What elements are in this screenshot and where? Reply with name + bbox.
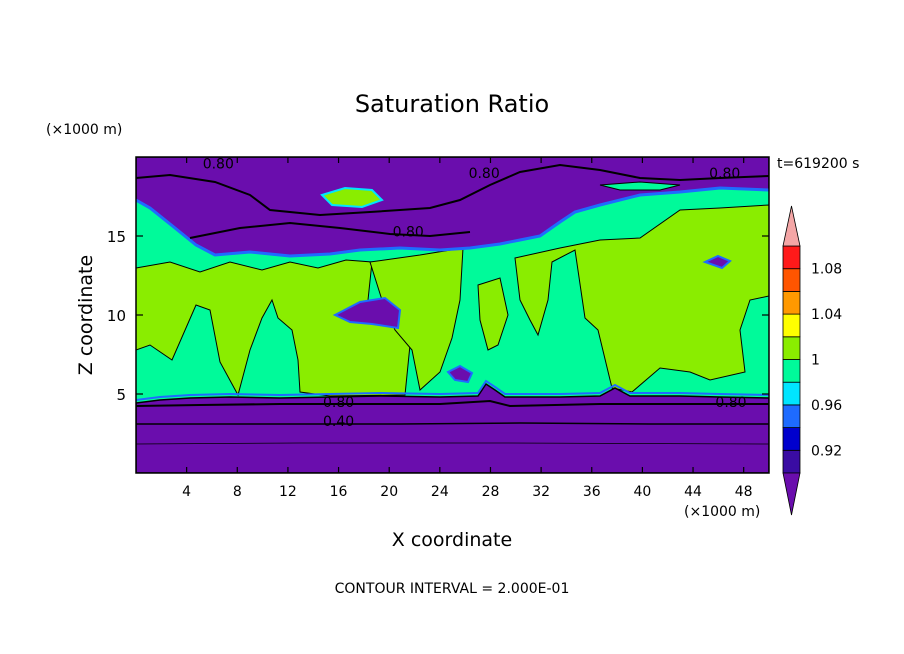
contour-label: 0.80 [203, 156, 234, 172]
x-tick-label: 4 [182, 484, 191, 500]
x-tick-label: 32 [532, 484, 550, 500]
contour-label: 0.80 [715, 395, 746, 411]
y-axis-title: Z coordinate [75, 255, 97, 375]
x-tick-label: 28 [482, 484, 500, 500]
contour-bottom-weak [136, 442, 769, 445]
contour-040-bottom [136, 422, 769, 425]
colorbar-band [782, 427, 801, 451]
dry-layer-top-edge [136, 186, 769, 258]
plot-area [136, 157, 769, 473]
y-unit-label: (×1000 m) [46, 122, 122, 138]
x-tick-label: 20 [380, 484, 398, 500]
chart-title: Saturation Ratio [355, 90, 549, 118]
contour-label: 0.80 [469, 166, 500, 182]
x-tick-label: 40 [633, 484, 651, 500]
green-region-left [136, 259, 411, 397]
colorbar-label: 1 [811, 353, 820, 369]
x-tick-label: 44 [684, 484, 702, 500]
colorbar-band [782, 245, 801, 270]
y-tick-label: 10 [107, 307, 126, 325]
dry-spot [446, 364, 474, 384]
contour-label: 0.80 [393, 224, 424, 240]
x-tick-label: 8 [233, 484, 242, 500]
contour-080-upper [136, 163, 769, 217]
y-axis: 5 10 15 [107, 228, 769, 404]
colorbar-band [782, 336, 801, 360]
green-region-islet [477, 277, 509, 351]
contour-label: 0.80 [323, 395, 354, 411]
dry-streak [332, 296, 402, 330]
contour-080-lower [189, 221, 471, 239]
x-axis: 4 8 12 16 20 24 28 32 36 40 44 48 [182, 157, 753, 500]
colorbar-label: 0.96 [811, 398, 842, 414]
x-tick-label: 24 [431, 484, 449, 500]
colorbar-overflow-triangle [782, 205, 801, 247]
contour-interval-footer: CONTOUR INTERVAL = 2.000E-01 [335, 581, 570, 597]
contour-label: 0.40 [323, 414, 354, 430]
colorbar-underflow-triangle [782, 472, 801, 516]
colorbar-band [782, 313, 801, 338]
x-tick-label: 16 [330, 484, 348, 500]
contour-080-bottom [136, 399, 769, 408]
dry-layer-bottom-edge [136, 379, 769, 401]
colorbar-band [782, 381, 801, 406]
colorbar: 0.92 0.96 1 1.04 1.08 [782, 205, 842, 516]
moist-patch-right [599, 181, 681, 191]
moist-patch-upper [320, 186, 384, 209]
green-region-right [514, 204, 769, 393]
dry-layer-bottom [136, 382, 769, 473]
time-label: t=619200 s [777, 156, 859, 172]
x-tick-label: 12 [279, 484, 297, 500]
colorbar-label: 1.04 [811, 307, 842, 323]
colorbar-band [782, 449, 801, 474]
dry-spot-right [702, 254, 732, 270]
contour-label: 0.80 [709, 166, 740, 182]
contour-labels: 0.80 0.80 0.80 0.80 0.80 0.40 0.80 [203, 156, 747, 430]
colorbar-label: 1.08 [811, 262, 842, 278]
colorbar-band [782, 290, 801, 315]
x-axis-title: X coordinate [392, 529, 512, 551]
colorbar-label: 0.92 [811, 443, 842, 459]
y-tick-label: 15 [107, 228, 126, 246]
x-tick-label: 48 [735, 484, 753, 500]
colorbar-band [782, 404, 801, 428]
x-unit-label: (×1000 m) [684, 504, 760, 520]
colorbar-band [782, 359, 801, 383]
colorbar-band [782, 268, 801, 292]
x-tick-label: 36 [583, 484, 601, 500]
y-tick-label: 5 [116, 386, 126, 404]
